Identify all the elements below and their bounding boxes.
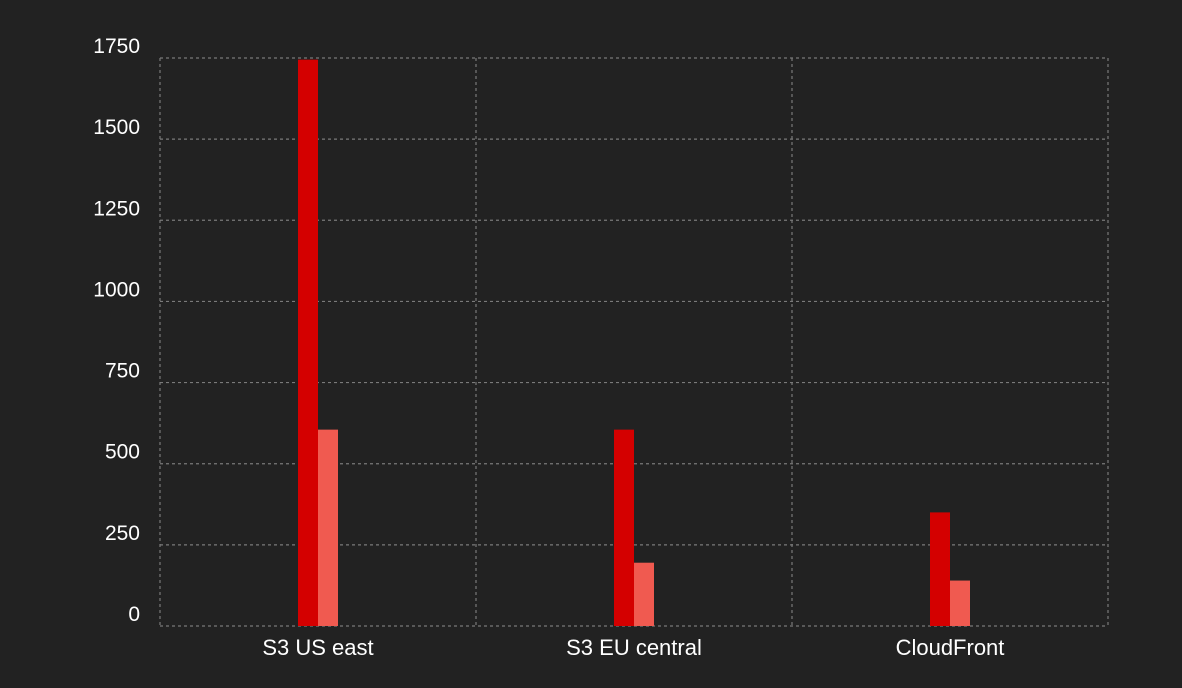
x-category-label: CloudFront — [896, 635, 1005, 660]
bar-cloudfront-series-1 — [930, 512, 950, 626]
y-tick-label: 1750 — [93, 35, 140, 58]
y-tick-label: 0 — [128, 603, 140, 626]
y-tick-label: 1250 — [93, 197, 140, 220]
bar-s3-eu-central-series-1 — [614, 429, 634, 626]
bar-cloudfront-series-2 — [950, 580, 970, 626]
axis-labels: 0 250 500 750 1000 1250 1500 1750 S3 US east S3 E… — [93, 35, 1004, 660]
bar-s3-us-east-series-1 — [298, 59, 318, 626]
x-category-label: S3 EU central — [566, 635, 702, 660]
y-tick-label: 250 — [105, 522, 140, 545]
bar-s3-us-east-series-2 — [318, 429, 338, 626]
y-tick-label: 1000 — [93, 278, 140, 301]
bar-s3-eu-central-series-2 — [634, 562, 654, 626]
y-tick-label: 500 — [105, 441, 140, 464]
y-tick-label: 1500 — [93, 116, 140, 139]
y-tick-label: 750 — [105, 360, 140, 383]
x-category-label: S3 US east — [262, 635, 373, 660]
bars — [298, 59, 970, 626]
